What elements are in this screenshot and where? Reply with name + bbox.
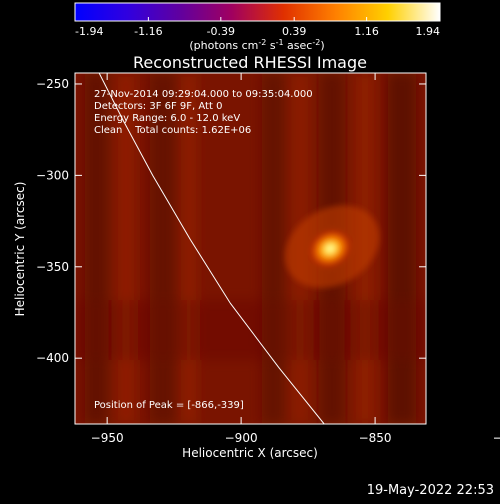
colorbar-tick-label: 1.16	[354, 25, 379, 38]
colorbar-tick-label: 1.94	[416, 25, 441, 38]
annotation-detectors: Detectors: 3F 6F 9F, Att 0	[94, 101, 222, 112]
plot-title: Reconstructed RHESSI Image	[133, 53, 367, 72]
y-tick-label: −350	[36, 260, 69, 274]
image-area	[75, 73, 426, 424]
colorbar: -1.94 -1.16 -0.39 0.39 1.16 1.94 (photons cm-…	[74, 2, 441, 52]
annotation-block: 27-Nov-2014 09:29:04.000 to 09:35:04.000…	[94, 89, 313, 136]
plot-frame	[74, 72, 427, 425]
x-axis-label: Heliocentric X (arcsec)	[182, 446, 318, 460]
y-tick-label: −300	[36, 168, 69, 182]
footer-timestamp: 19-May-2022 22:53	[367, 483, 494, 498]
colorbar-tick-label: -0.39	[207, 25, 235, 38]
colorbar-tick-label: 0.39	[282, 25, 307, 38]
y-tick-label: −250	[36, 77, 69, 91]
annotation-energy-range: Energy Range: 6.0 - 12.0 keV	[94, 113, 240, 124]
flare-peak	[307, 227, 354, 270]
x-tick-label: −900	[225, 431, 258, 445]
axis-ticks: −950 −900 −850 −800 −250 −300 −350 −400	[36, 73, 500, 445]
x-tick-label: −850	[359, 431, 392, 445]
x-tick-label: −950	[91, 431, 124, 445]
peak-position-label: Position of Peak = [-866,-339]	[94, 400, 244, 411]
colorbar-bar	[74, 2, 441, 22]
colorbar-tick-label: -1.16	[134, 25, 162, 38]
colorbar-tick-label: -1.94	[75, 25, 103, 38]
colorbar-ticks: -1.94 -1.16 -0.39 0.39 1.16 1.94	[74, 17, 441, 38]
y-axis-label: Heliocentric Y (arcsec)	[13, 182, 27, 317]
x-tick-label: −800	[493, 431, 500, 445]
y-tick-label: −400	[36, 351, 69, 365]
annotation-total-counts: Clean Total counts: 1.62E+06	[94, 125, 251, 136]
annotation-time-range: 27-Nov-2014 09:29:04.000 to 09:35:04.000	[94, 89, 313, 100]
colorbar-unit-label: (photons cm-2 s-1 asec-2)	[189, 38, 324, 52]
flare-source	[284, 205, 380, 288]
solar-limb-curve	[98, 73, 325, 424]
